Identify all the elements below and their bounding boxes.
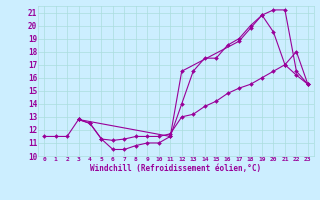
X-axis label: Windchill (Refroidissement éolien,°C): Windchill (Refroidissement éolien,°C) (91, 164, 261, 173)
